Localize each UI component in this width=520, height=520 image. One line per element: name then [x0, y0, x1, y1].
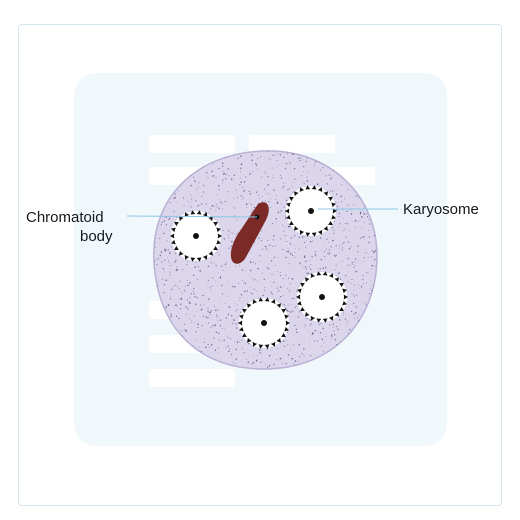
nucleus	[296, 271, 348, 323]
label-chromatoid-line1: Chromatoid	[26, 209, 104, 226]
karyosome-dot	[308, 208, 314, 214]
nucleus	[238, 297, 290, 349]
label-chromatoid-line2: body	[80, 228, 113, 245]
karyosome-dot	[319, 294, 325, 300]
nucleus	[170, 210, 222, 262]
label-karyosome: Karyosome	[403, 201, 479, 218]
nucleus	[285, 185, 337, 237]
background-bar	[149, 135, 235, 153]
karyosome-dot	[261, 320, 267, 326]
nuclei-group	[170, 185, 348, 349]
karyosome-dot	[193, 233, 199, 239]
chromatoid-leader-line	[126, 215, 258, 218]
background-bar	[149, 369, 235, 387]
background-bar	[249, 135, 335, 153]
